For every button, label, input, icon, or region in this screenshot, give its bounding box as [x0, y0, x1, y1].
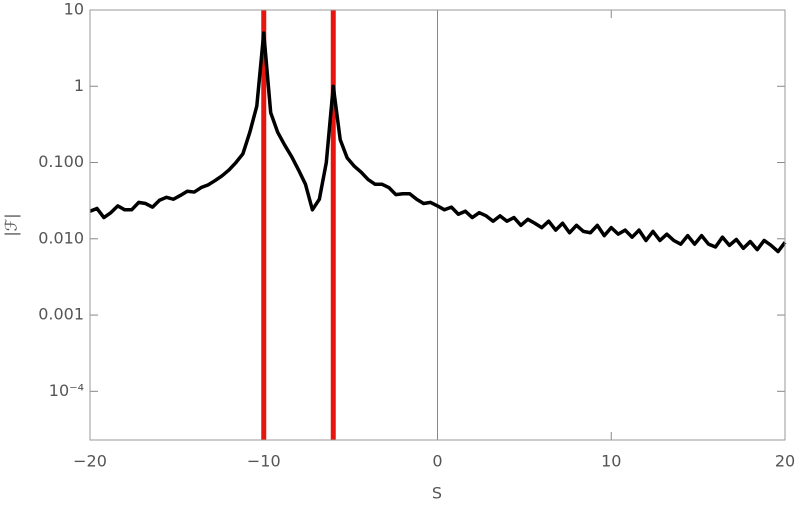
x-tick-label: −10 — [247, 452, 281, 471]
x-tick-label: 10 — [601, 452, 621, 471]
data-line — [89, 31, 787, 254]
x-tick-label: 0 — [432, 452, 442, 471]
x-tick-label: −20 — [73, 452, 107, 471]
y-tick-label: 0.100 — [38, 152, 84, 171]
x-tick-label: 20 — [775, 452, 795, 471]
y-tick-label: 10 — [64, 0, 84, 19]
y-tick-label: 0.010 — [38, 228, 84, 247]
x-axis-label: S — [432, 484, 442, 503]
y-tick-label: 10⁻⁴ — [49, 381, 84, 400]
y-tick-label: 1 — [74, 76, 84, 95]
plot-frame — [89, 9, 786, 441]
y-axis-label: |ℱ| — [2, 213, 21, 236]
y-tick-label: 0.001 — [38, 305, 84, 324]
